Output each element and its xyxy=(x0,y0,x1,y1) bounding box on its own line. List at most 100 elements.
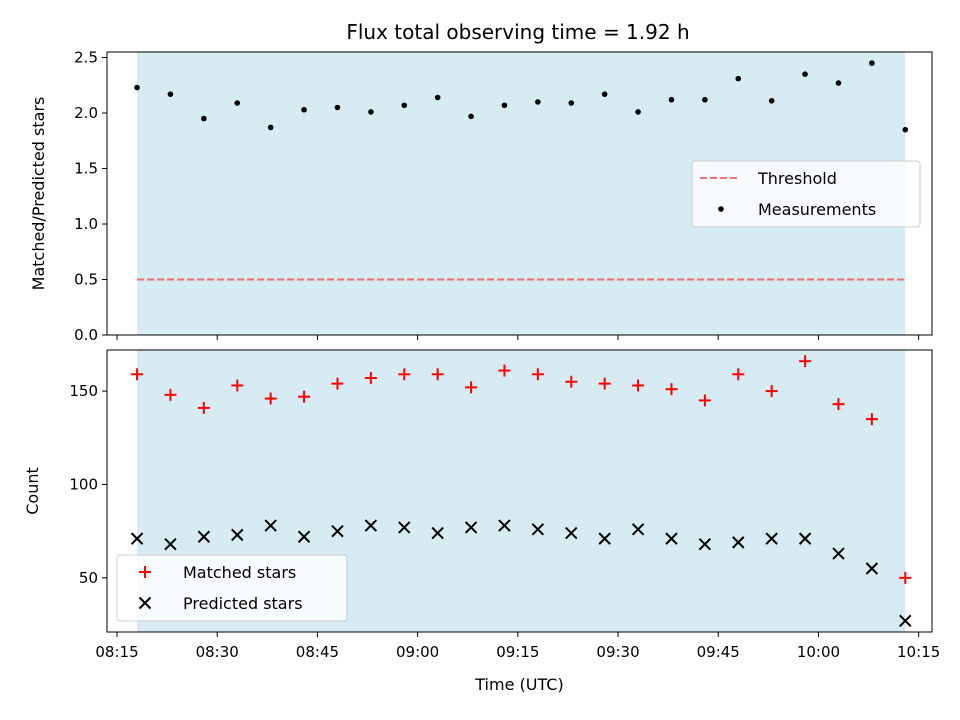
predicted-point xyxy=(498,519,511,532)
chart-title: Flux total observing time = 1.92 h xyxy=(346,20,689,44)
y-tick-label: 100 xyxy=(69,475,98,493)
predicted-point xyxy=(197,530,211,543)
x-stroke xyxy=(164,538,177,551)
predicted-point xyxy=(665,532,678,545)
predicted-point xyxy=(798,532,812,545)
predicted-point xyxy=(531,523,545,536)
x-stroke xyxy=(798,532,812,545)
x-stroke xyxy=(698,538,712,551)
predicted-point xyxy=(264,519,277,532)
x-stroke xyxy=(364,519,378,532)
x-tick-label: 09:45 xyxy=(697,643,740,661)
matched-point xyxy=(799,355,812,368)
predicted-point xyxy=(732,536,745,549)
x-stroke xyxy=(899,614,912,628)
matched-point xyxy=(164,388,177,401)
matched-point xyxy=(364,372,377,385)
ratio-panel: 0.0 0.5 1.0 1.5 2.0 2.5 Matched/Predicted star… xyxy=(29,49,933,344)
matched-point xyxy=(665,383,678,396)
y-tick-label: 1.0 xyxy=(74,215,98,233)
y-axis-label: Count xyxy=(23,467,42,515)
x-stroke xyxy=(264,519,277,532)
matched-point xyxy=(865,413,878,426)
y-tick-label: 0.0 xyxy=(74,326,98,344)
measurement-point xyxy=(401,102,408,109)
x-tick-label: 09:00 xyxy=(396,643,439,661)
x-tick-label: 08:15 xyxy=(95,643,138,661)
legend-box xyxy=(691,160,921,228)
legend-measurement-swatch xyxy=(718,206,724,212)
predicted-point xyxy=(464,521,478,534)
predicted-point xyxy=(765,532,778,545)
x-stroke xyxy=(565,526,578,540)
y-tick-label: 50 xyxy=(79,569,98,587)
matched-point xyxy=(698,394,711,407)
y-tick-label: 150 xyxy=(69,382,98,400)
x-stroke xyxy=(498,519,511,532)
x-stroke xyxy=(231,528,244,542)
matched-point xyxy=(632,379,645,392)
predicted-point xyxy=(331,524,344,538)
measurement-point xyxy=(234,100,241,106)
legend-predicted-label: Predicted stars xyxy=(183,594,303,613)
matched-point xyxy=(398,368,411,381)
x-stroke xyxy=(631,523,645,536)
x-stroke xyxy=(297,530,311,543)
measurement-point xyxy=(735,75,742,82)
predicted-point xyxy=(398,521,411,534)
measurement-point xyxy=(134,84,140,91)
measurement-point xyxy=(568,100,575,106)
x-tick-label: 08:30 xyxy=(196,643,239,661)
measurement-point xyxy=(702,96,708,103)
measurement-point xyxy=(501,102,508,109)
x-stroke xyxy=(197,530,211,543)
measurement-point xyxy=(601,91,608,97)
x-stroke xyxy=(765,532,778,545)
predicted-point xyxy=(431,526,444,540)
x-tick-label: 09:15 xyxy=(496,643,539,661)
matched-point xyxy=(231,379,244,392)
legend-threshold-label: Threshold xyxy=(757,169,837,188)
x-stroke xyxy=(138,596,152,610)
measurement-point xyxy=(468,113,474,120)
x-stroke xyxy=(130,532,144,545)
measurement-point xyxy=(334,104,341,111)
x-stroke xyxy=(665,532,678,545)
matched-point xyxy=(264,392,277,405)
y-tick-label: 0.5 xyxy=(74,271,98,289)
measurement-point xyxy=(301,106,307,113)
y-axis-label: Matched/Predicted stars xyxy=(29,97,48,291)
y-tick-label: 2.5 xyxy=(74,49,98,67)
legend-matched-label: Matched stars xyxy=(183,563,296,582)
x-stroke xyxy=(598,532,611,545)
measurement-point xyxy=(835,80,842,86)
x-stroke xyxy=(732,536,745,549)
matched-point xyxy=(899,571,912,584)
matched-point xyxy=(131,368,144,381)
matched-point xyxy=(765,385,778,398)
matched-point xyxy=(331,377,344,390)
matched-point xyxy=(598,377,611,390)
measurement-point xyxy=(635,109,641,115)
count-panel: 50 100 150 Count 08:15 08:30 08:45 09:00 09:15 09… xyxy=(23,349,940,694)
matched-point xyxy=(465,381,478,394)
matched-point xyxy=(732,368,745,381)
legend-matched-swatch xyxy=(139,566,151,578)
measurement-point xyxy=(668,96,675,103)
matched-point xyxy=(498,364,511,377)
predicted-point xyxy=(297,530,311,543)
x-stroke xyxy=(431,526,444,540)
x-tick-label: 08:45 xyxy=(296,643,339,661)
y-tick-label: 1.5 xyxy=(74,160,98,178)
predicted-point xyxy=(598,532,611,545)
legend-predicted-swatch xyxy=(138,596,152,610)
predicted-point xyxy=(565,526,578,540)
matched-point xyxy=(298,390,311,403)
x-stroke xyxy=(398,521,411,534)
matched-point xyxy=(832,398,845,411)
matched-point xyxy=(431,368,444,381)
x-stroke xyxy=(865,562,879,575)
measurement-point xyxy=(535,99,541,105)
y-tick-label: 2.0 xyxy=(74,104,98,122)
predicted-point xyxy=(865,562,879,575)
